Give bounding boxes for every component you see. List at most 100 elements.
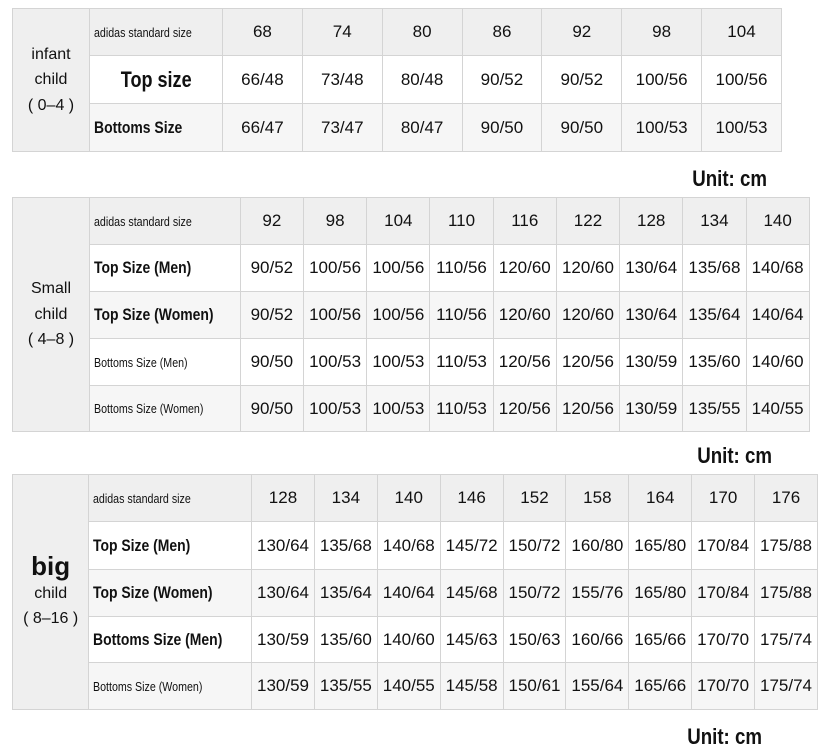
size-cell: 165/80 [628, 569, 693, 617]
size-cell: 130/59 [251, 616, 315, 663]
standard-size-cell: 80 [381, 8, 463, 56]
table-row: Bottoms Size (Men) 130/59 135/60 140/60 145/… [13, 616, 818, 663]
size-cell: 130/59 [251, 662, 315, 710]
standard-size-cell: 164 [628, 474, 693, 522]
size-cell: 150/72 [502, 521, 567, 570]
row-label-text: Top Size (Men) [93, 535, 191, 555]
size-cell: 130/64 [251, 521, 315, 570]
header-row: Small child( 4–8 ) adidas standard size 92 9… [12, 197, 810, 432]
size-cell: 140/60 [745, 338, 810, 386]
size-cell: 155/64 [565, 662, 630, 710]
size-cell: 145/72 [439, 521, 504, 570]
standard-size-cell: 134 [313, 474, 378, 522]
size-cell: 130/64 [619, 291, 684, 339]
row-label-text: adidas standard size [94, 24, 192, 40]
size-cell: 120/60 [555, 291, 621, 339]
size-cell: 66/47 [222, 103, 303, 152]
size-cell: 90/52 [239, 291, 304, 339]
size-cell: 160/80 [565, 521, 630, 570]
size-cell: 90/50 [239, 385, 304, 432]
standard-size-cell: 170 [691, 474, 756, 522]
size-cell: 135/60 [682, 338, 747, 386]
row-label-text: Bottoms Size (Men) [93, 629, 223, 649]
size-cell: 130/64 [251, 569, 315, 617]
age-group-text: ( 4–8 ) [27, 331, 75, 349]
table-row: Bottoms Size (Women) 130/59 135/55 140/55 14… [13, 662, 818, 710]
size-cell: 145/63 [439, 616, 504, 663]
size-cell: 160/66 [565, 616, 630, 663]
size-cell: 100/53 [701, 103, 782, 152]
row-label: Top Size (Women) [89, 291, 241, 339]
size-cell: 100/53 [302, 385, 368, 432]
row-label-text: Top Size (Women) [93, 583, 213, 602]
size-cell: 130/64 [619, 244, 684, 292]
row-label-text: Bottoms Size (Women) [94, 401, 204, 416]
standard-size-cell: 98 [621, 8, 703, 56]
age-group-label: big child ( 8–16 ) [11, 474, 90, 710]
standard-size-cell: 128 [619, 197, 684, 245]
header-row: infant child ( 0–4 ) adidas standard size 68… [12, 8, 782, 152]
row-label: Bottoms Size (Women) [89, 385, 241, 432]
age-group-label: Small child ( 4–8 ) [12, 197, 90, 432]
size-cell: 120/56 [555, 338, 621, 386]
standard-size-cell: 146 [439, 474, 504, 522]
size-cell: 135/60 [313, 616, 378, 663]
size-cell: 140/68 [376, 521, 441, 570]
table-row: Bottoms Size 66/47 73/47 80/47 90/50 90/50 100… [13, 103, 782, 152]
size-cell: 140/68 [745, 244, 810, 292]
size-cell: 150/72 [502, 569, 567, 617]
size-cell: 100/53 [366, 385, 431, 432]
size-cell: 110/56 [429, 291, 494, 339]
small-child-table: Small child( 4–8 ) adidas standard size 92 9… [12, 197, 810, 432]
age-group-text: ( 0–4 ) [27, 96, 75, 114]
size-cell: 135/55 [313, 662, 378, 710]
standard-size-cell: 104 [701, 8, 782, 56]
size-cell: 100/53 [366, 338, 431, 386]
table-row: Top Size (Women) 130/64 135/64 140/64 145/68… [13, 569, 818, 617]
age-group-text: child [34, 71, 68, 89]
size-cell: 140/55 [376, 662, 441, 710]
row-label: Top Size (Men) [88, 521, 253, 570]
size-cell: 100/56 [701, 55, 782, 104]
size-cell: 66/48 [222, 55, 303, 104]
row-label-text: Bottoms Size (Women) [93, 678, 203, 694]
size-cell: 130/59 [619, 338, 684, 386]
age-group-text: Small [30, 280, 71, 298]
size-cell: 145/58 [439, 662, 504, 710]
size-cell: 145/68 [439, 569, 504, 617]
standard-size-cell: 122 [555, 197, 621, 245]
row-label-text: adidas standard size [93, 490, 192, 506]
size-cell: 170/84 [691, 521, 756, 570]
row-label: adidas standard size [89, 197, 241, 245]
table-row: Top Size (Men) 90/52 100/56 100/56 110/56 120… [13, 244, 810, 292]
size-cell: 100/53 [621, 103, 703, 152]
size-cell: 165/66 [628, 662, 693, 710]
size-cell: 135/64 [313, 569, 378, 617]
standard-size-cell: 92 [541, 8, 623, 56]
size-cell: 150/61 [502, 662, 567, 710]
standard-size-cell: 134 [682, 197, 747, 245]
unit-label: Unit: cm [692, 166, 767, 191]
size-cell: 130/59 [619, 385, 684, 432]
standard-size-cell: 86 [461, 8, 543, 56]
size-cell: 100/53 [302, 338, 368, 386]
standard-size-cell: 68 [222, 8, 303, 56]
standard-size-cell: 176 [754, 474, 818, 522]
age-group-text: child [34, 584, 68, 602]
size-cell: 120/56 [555, 385, 621, 432]
table-row: Bottoms Size (Women) 90/50 100/53 100/53 110… [13, 385, 810, 432]
size-cell: 150/63 [502, 616, 567, 663]
size-cell: 120/56 [492, 385, 557, 432]
size-cell: 175/88 [754, 569, 818, 617]
size-cell: 140/64 [376, 569, 441, 617]
table-row: Top Size (Men) 130/64 135/68 140/68 145/72 15… [13, 521, 818, 570]
row-label: Top Size (Men) [89, 244, 241, 292]
size-cell: 140/55 [745, 385, 810, 432]
size-cell: 90/50 [461, 103, 543, 152]
row-label: Top size [89, 55, 223, 104]
size-cell: 120/60 [492, 244, 557, 292]
size-cell: 170/70 [691, 616, 756, 663]
size-cell: 90/52 [541, 55, 623, 104]
size-cell: 175/88 [754, 521, 818, 570]
table-row: Top Size (Women) 90/52 100/56 100/56 110/56 1… [13, 291, 810, 339]
